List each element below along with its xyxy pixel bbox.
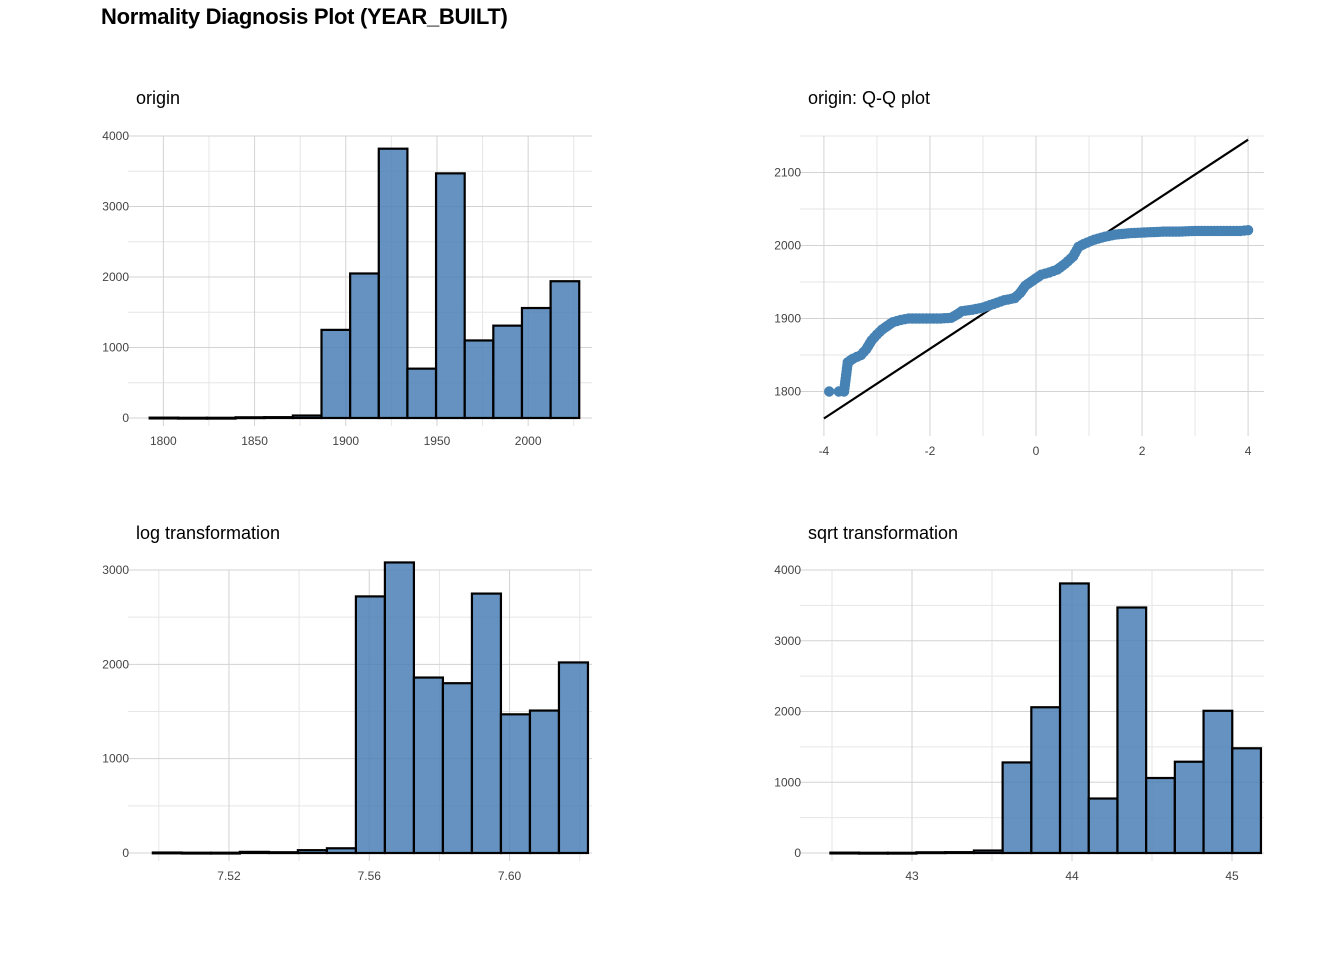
histogram-bar (377, 147, 409, 420)
histogram-bar (354, 595, 387, 855)
y-tick-label: 2100 (774, 166, 801, 180)
histogram-bar (886, 851, 918, 855)
x-tick-label: 7.56 (358, 869, 382, 883)
histogram-bar (238, 850, 270, 855)
x-tick-label: 0 (1033, 444, 1040, 458)
histogram-bar (829, 851, 861, 855)
chart-title: origin (136, 88, 180, 108)
histogram-bar (205, 416, 237, 420)
x-tick-label: 2 (1139, 444, 1146, 458)
histogram-bar (499, 713, 532, 855)
y-tick-label: 1900 (774, 312, 801, 326)
histogram-bar (1202, 709, 1234, 855)
y-tick-label: 2000 (774, 239, 801, 253)
y-tick-label: 1000 (102, 341, 129, 355)
page-title: Normality Diagnosis Plot (YEAR_BUILT) (101, 4, 508, 29)
y-tick-label: 2000 (102, 657, 129, 671)
chart-panel-4: sqrt transformation 43 44 45 0 1000 2000 3000 40… (774, 523, 1264, 883)
x-tick-label: -4 (819, 444, 830, 458)
histogram-bar (349, 272, 380, 420)
histogram-bar (296, 849, 328, 855)
x-tick-label: 1900 (332, 434, 359, 448)
histogram-bar (267, 851, 299, 855)
histogram-bar (1145, 776, 1176, 855)
histogram-bar (434, 172, 466, 420)
x-tick-label: 43 (905, 869, 919, 883)
histogram-bar (234, 416, 266, 420)
x-tick-label: 44 (1065, 869, 1079, 883)
y-tick-label: 3000 (102, 200, 129, 214)
y-tick-label: 3000 (774, 634, 801, 648)
y-tick-label: 3000 (102, 563, 129, 577)
histogram-bar (1030, 706, 1062, 855)
chart-panel-1: origin 1800 1850 1900 1950 2000 0 1000 2000 3000 4… (102, 88, 592, 448)
y-tick-label: 4000 (774, 563, 801, 577)
chart-panel-3: log transformation 7.52 7.56 7.60 0 1000 2000 3… (102, 523, 592, 883)
histogram-bar (1087, 797, 1119, 855)
histogram-bar (520, 306, 552, 420)
y-tick-label: 1000 (102, 752, 129, 766)
histogram-bar (263, 416, 294, 420)
x-tick-label: 2000 (515, 434, 542, 448)
y-tick-label: 0 (122, 846, 129, 860)
qq-point (1242, 224, 1254, 236)
histogram-bar (944, 851, 976, 855)
x-tick-label: 1850 (241, 434, 268, 448)
chart-title: origin: Q-Q plot (808, 88, 930, 108)
x-tick-label: 45 (1225, 869, 1239, 883)
histogram-bar (557, 661, 590, 855)
histogram-bar (463, 339, 495, 420)
x-tick-label: -2 (925, 444, 936, 458)
histogram-bar (492, 324, 524, 420)
y-tick-label: 2000 (774, 705, 801, 719)
histogram-bar (549, 280, 581, 420)
chart-title: sqrt transformation (808, 523, 958, 543)
histogram-bar (383, 561, 416, 855)
x-tick-label: 7.60 (498, 869, 522, 883)
histogram-bar (1001, 761, 1033, 855)
histogram-bar (1231, 747, 1263, 855)
histogram-bar (1173, 760, 1205, 855)
qq-point (824, 386, 835, 397)
histogram-bar (325, 847, 357, 855)
y-tick-label: 1800 (774, 385, 801, 399)
histogram-bar (151, 851, 183, 855)
chart-title: log transformation (136, 523, 280, 543)
y-tick-label: 4000 (102, 129, 129, 143)
histogram-bar (291, 414, 323, 420)
histogram-bar (915, 851, 947, 855)
x-tick-label: 7.52 (217, 869, 241, 883)
histogram-bar (177, 416, 209, 420)
histogram-bar (209, 851, 241, 855)
histogram-bar (470, 592, 503, 855)
x-tick-label: 1800 (150, 434, 177, 448)
y-tick-label: 0 (794, 846, 801, 860)
histogram-bar (528, 709, 561, 855)
histogram-bar (858, 851, 889, 855)
histogram-bar (320, 328, 352, 420)
histogram-bar (148, 416, 180, 420)
chart-panel-2: origin: Q-Q plot -4 -2 0 2 4 1800 1900 2000 2100 (774, 88, 1264, 458)
histogram-bar (1116, 606, 1148, 855)
histogram-bar (1058, 582, 1090, 855)
histogram-bar (180, 851, 212, 855)
x-tick-label: 4 (1245, 444, 1252, 458)
y-tick-label: 2000 (102, 270, 129, 284)
y-tick-label: 1000 (774, 775, 801, 789)
histogram-bar (441, 682, 474, 855)
y-tick-label: 0 (122, 411, 129, 425)
x-tick-label: 1950 (424, 434, 451, 448)
histogram-bar (972, 849, 1004, 855)
histogram-bar (406, 367, 438, 420)
histogram-bar (412, 676, 445, 855)
